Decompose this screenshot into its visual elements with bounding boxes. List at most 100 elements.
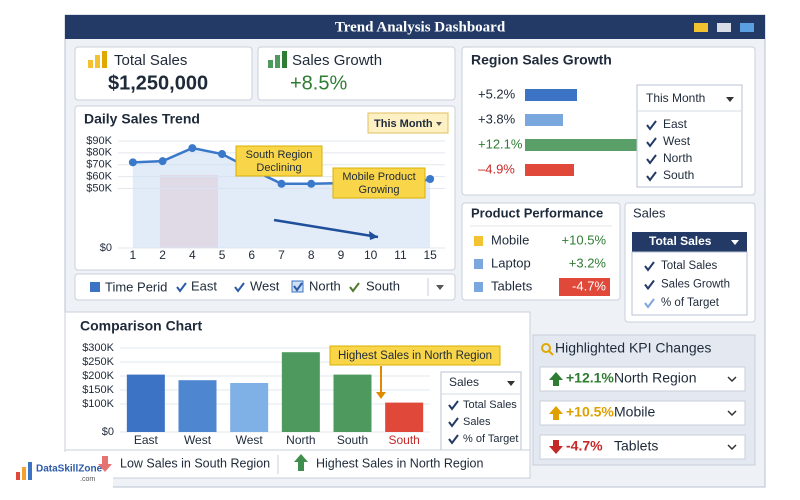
bar — [178, 380, 217, 432]
footer-note: Low Sales in South Region — [120, 456, 270, 470]
dropdown-label: This Month — [374, 118, 433, 130]
filter-item[interactable]: South — [366, 278, 400, 293]
panel-title: Highlighted KPI Changes — [555, 340, 711, 356]
kpi-row[interactable] — [539, 434, 746, 460]
dropdown-arrow[interactable] — [726, 97, 734, 102]
option-label[interactable]: South — [663, 168, 694, 182]
y-tick-label: $50K — [86, 182, 112, 194]
checkmark[interactable] — [448, 400, 459, 411]
point — [188, 144, 197, 153]
row-icon — [474, 236, 483, 246]
point — [218, 150, 227, 159]
checkmark[interactable] — [644, 279, 655, 291]
x-tick-label: 6 — [248, 248, 255, 262]
kpi-label: Sales Growth — [292, 52, 382, 69]
checkmark[interactable] — [646, 137, 657, 148]
dropdown-arrow[interactable] — [727, 376, 737, 383]
x-tick-label: South — [337, 433, 368, 447]
kpi-row[interactable] — [539, 400, 746, 426]
x-tick-label: East — [134, 433, 159, 447]
y-tick-label: $60K — [86, 171, 112, 183]
dropdown-arrow — [731, 240, 739, 245]
bar — [126, 374, 165, 432]
option-label[interactable]: Total Sales — [463, 399, 517, 411]
filter-item[interactable]: East — [191, 278, 217, 293]
bar — [230, 383, 269, 432]
option-label[interactable]: Total Sales — [661, 260, 718, 272]
logo-icon — [16, 462, 32, 480]
kpi-label: North Region — [614, 370, 697, 386]
option-label[interactable]: % of Target — [661, 297, 720, 309]
down-arrow-icon — [549, 440, 563, 454]
option-label[interactable]: % of Target — [463, 433, 518, 445]
option-label[interactable]: East — [663, 117, 688, 131]
dropdown-arrow[interactable] — [727, 410, 737, 417]
option-label[interactable]: Sales — [463, 416, 491, 428]
kpi-change: -4.7% — [566, 438, 603, 454]
checkmark[interactable] — [176, 282, 187, 293]
trend-arrow-head — [369, 231, 378, 240]
dropdown-arrow[interactable] — [436, 285, 444, 290]
kpi-change: +12.1% — [566, 370, 614, 386]
value-label: –4.9% — [478, 161, 515, 176]
checkmark[interactable] — [646, 171, 657, 182]
window-button[interactable] — [717, 23, 731, 32]
dropdown[interactable] — [367, 112, 449, 134]
checkmark[interactable] — [644, 261, 655, 272]
bar-chart: +5.2% +3.8% +12.1% –4.9% — [478, 86, 646, 176]
y-tick-label: $0 — [100, 242, 112, 254]
panel-title: Product Performance — [471, 205, 603, 220]
dropdown-arrow[interactable] — [507, 381, 515, 386]
checkmark[interactable] — [646, 120, 657, 131]
checkmark[interactable] — [644, 298, 655, 309]
row-icon — [474, 282, 483, 292]
y-tick-label: $150K — [82, 384, 114, 396]
window-button[interactable] — [740, 23, 754, 32]
option-label[interactable]: Sales Growth — [661, 279, 730, 291]
y-tick-label: $100K — [82, 398, 114, 410]
x-tick-label: 5 — [219, 248, 226, 262]
y-tick-label: $70K — [86, 159, 112, 171]
filter-bar — [74, 273, 456, 301]
panel-title: Region Sales Growth — [471, 52, 612, 68]
x-tick-label: 15 — [423, 248, 437, 262]
row-label: Tablets — [491, 278, 533, 293]
dropdown-arrow[interactable] — [727, 444, 737, 451]
checkmark — [293, 282, 303, 292]
up-arrow-icon — [549, 372, 563, 386]
checkmark[interactable] — [646, 154, 657, 165]
down-arrow-icon — [98, 456, 112, 472]
kpi-row[interactable] — [539, 366, 746, 392]
checkmark[interactable] — [448, 417, 459, 428]
checkmark[interactable] — [349, 282, 360, 293]
x-tick-label: 2 — [159, 248, 166, 262]
dropdown-label[interactable]: This Month — [646, 91, 705, 105]
bar — [281, 352, 320, 432]
checkmark[interactable] — [234, 282, 245, 293]
trend-arrow — [273, 218, 379, 239]
checkmark[interactable] — [448, 434, 459, 445]
option-label[interactable]: West — [663, 134, 691, 148]
y-tick-label: $250K — [82, 356, 114, 368]
checkbox[interactable] — [291, 280, 304, 293]
logo-name: DataSkillZone — [36, 464, 103, 475]
header-bar — [65, 15, 765, 39]
up-arrow-icon — [294, 454, 308, 471]
value-label: +3.8% — [478, 111, 516, 126]
logo-suffix: .com — [80, 476, 95, 483]
dropdown-label[interactable]: Sales — [449, 375, 479, 389]
filter-item[interactable]: West — [250, 278, 280, 293]
area — [132, 148, 431, 248]
window-button[interactable] — [694, 23, 708, 32]
search-icon — [548, 350, 554, 356]
x-tick-label: 9 — [338, 248, 345, 262]
annotation-box — [329, 345, 501, 366]
dropdown[interactable] — [632, 232, 747, 252]
panel-title: Daily Sales Trend — [84, 111, 200, 127]
row-label: Mobile — [491, 232, 529, 247]
y-tick-label: $200K — [82, 370, 114, 382]
filter-item[interactable]: North — [309, 278, 341, 293]
option-label[interactable]: North — [663, 151, 692, 165]
filter-label: Time Perid — [105, 279, 167, 294]
